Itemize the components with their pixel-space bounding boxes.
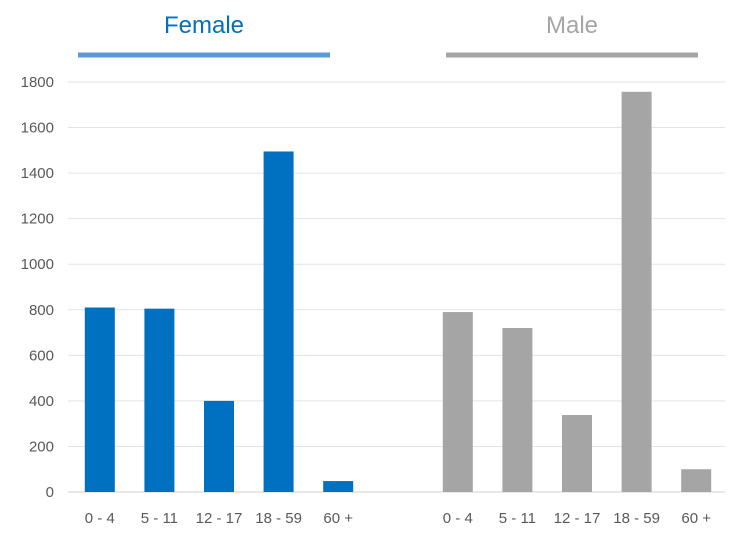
group-title: Female <box>164 12 244 39</box>
y-tick-label: 200 <box>29 438 54 455</box>
y-tick-label: 1400 <box>21 165 54 182</box>
x-tick-label: 18 - 59 <box>613 510 660 527</box>
bar <box>144 308 175 492</box>
y-tick-label: 1600 <box>21 120 54 137</box>
x-tick-label: 18 - 59 <box>255 510 302 527</box>
bars <box>84 91 712 493</box>
y-axis: 0 200 400 600 800 1000 1200 1400 1600 1800 <box>21 74 54 501</box>
y-tick-label: 1200 <box>21 211 54 228</box>
x-axis-labels: 0 - 4 5 - 11 12 - 17 18 - 59 60 + 0 - 4 5 - 11… <box>85 510 711 527</box>
bar <box>442 312 473 492</box>
x-tick-label: 12 - 17 <box>196 510 243 527</box>
bar <box>323 481 354 492</box>
x-tick-label: 5 - 11 <box>499 510 536 527</box>
y-tick-label: 0 <box>46 484 54 501</box>
x-tick-label: 5 - 11 <box>141 510 178 527</box>
bar <box>263 151 294 492</box>
x-tick-label: 60 + <box>323 510 353 527</box>
x-tick-label: 0 - 4 <box>85 510 115 527</box>
bar <box>621 91 652 493</box>
x-tick-label: 60 + <box>681 510 711 527</box>
y-tick-label: 800 <box>29 302 54 319</box>
y-tick-label: 600 <box>29 347 54 364</box>
bar <box>681 469 712 492</box>
gridlines <box>68 81 725 493</box>
group-headers: Female Male <box>78 12 698 58</box>
y-tick-label: 400 <box>29 393 54 410</box>
bar <box>204 400 234 492</box>
y-tick-label: 1000 <box>21 256 54 273</box>
bar <box>84 307 115 492</box>
group-title: Male <box>546 12 598 39</box>
y-tick-label: 1800 <box>21 74 54 91</box>
x-tick-label: 12 - 17 <box>554 510 601 527</box>
bar <box>502 328 533 492</box>
x-tick-label: 0 - 4 <box>443 510 473 527</box>
bar <box>562 415 592 492</box>
